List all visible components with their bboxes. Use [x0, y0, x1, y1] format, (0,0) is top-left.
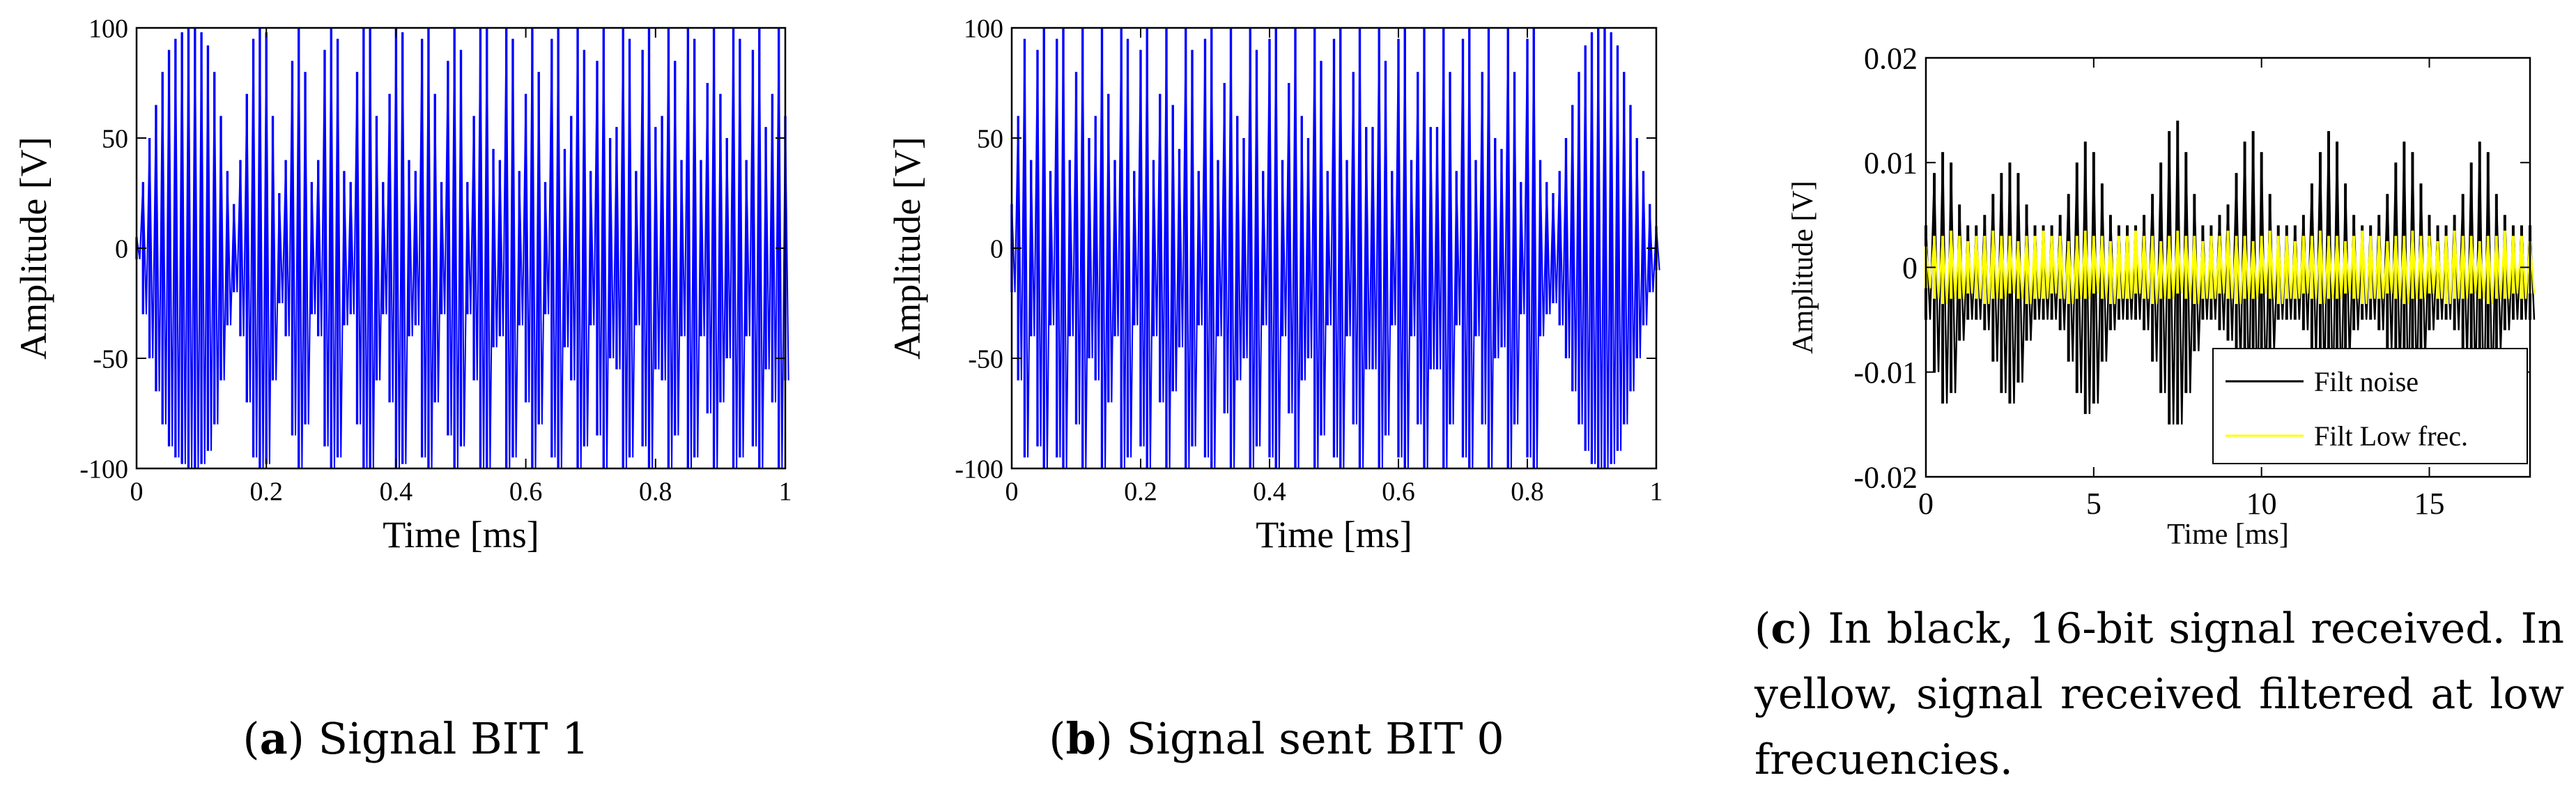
x-tick-label: 0.6 — [509, 478, 543, 507]
x-tick-label: 0 — [1918, 487, 1934, 521]
y-tick-label: 100 — [88, 14, 128, 43]
y-tick-label: 0 — [1902, 251, 1918, 285]
y-tick-label: 0.01 — [1864, 146, 1918, 181]
legend: Filt noise Filt Low frec. — [2212, 348, 2528, 464]
x-axis-label: Time [ms] — [1256, 514, 1412, 556]
x-tick-label: 0 — [1005, 478, 1019, 507]
x-axis-label: Time [ms] — [2167, 519, 2289, 551]
x-tick-label: 0.2 — [1124, 478, 1157, 507]
x-tick-label: 10 — [2246, 487, 2277, 521]
x-tick-label: 0.8 — [1511, 478, 1544, 507]
x-tick-label: 0.8 — [639, 478, 672, 507]
x-tick-label: 1 — [779, 478, 792, 507]
x-tick-label: 15 — [2414, 487, 2445, 521]
y-tick-label: -50 — [968, 344, 1003, 374]
y-tick-label: -50 — [93, 344, 128, 374]
legend-box — [2212, 348, 2528, 464]
y-axis-label: Amplitude [V] — [1787, 181, 1819, 353]
caption-text: ) Signal sent BIT 0 — [1095, 713, 1504, 764]
signal-trace — [1010, 27, 1660, 469]
y-axis-label: Amplitude [V] — [13, 137, 54, 359]
y-tick-label: -0.02 — [1853, 460, 1918, 494]
y-tick-label: 0 — [115, 234, 128, 264]
caption: (c) In black, 16-bit signal received. In… — [1754, 596, 2564, 793]
caption-text: ) In black, 16-bit signal received. In y… — [1754, 604, 2564, 784]
caption-label: c — [1771, 604, 1796, 653]
x-tick-label: 0.4 — [380, 478, 413, 507]
legend-label: Filt Low frec. — [2314, 420, 2468, 452]
y-tick-label: -0.01 — [1853, 356, 1918, 390]
y-tick-label: -100 — [955, 455, 1003, 484]
caption-label: a — [259, 713, 288, 764]
x-tick-label: 0.4 — [1253, 478, 1286, 507]
x-tick-label: 0 — [130, 478, 144, 507]
y-tick-label: 0 — [990, 234, 1003, 264]
x-axis-label: Time [ms] — [383, 514, 539, 556]
caption: (b) Signal sent BIT 0 — [861, 711, 1692, 767]
caption-label: b — [1065, 713, 1096, 764]
caption-text: ( — [1754, 604, 1771, 653]
signal-trace — [1925, 230, 2536, 305]
caption: (a) Signal BIT 1 — [0, 711, 832, 767]
caption-text: ) Signal BIT 1 — [287, 713, 589, 764]
legend-label: Filt noise — [2314, 366, 2419, 397]
chart: 0 5 10 15 -0.02 -0.01 0 0.01 0.02 Time [ms] Amplit… — [1787, 41, 2536, 551]
y-tick-label: 50 — [977, 124, 1003, 153]
x-tick-label: 0.2 — [249, 478, 283, 507]
caption-text: ( — [242, 713, 260, 764]
x-tick-label: 0.6 — [1382, 478, 1415, 507]
caption-text: ( — [1049, 713, 1066, 764]
x-tick-label: 5 — [2086, 487, 2101, 521]
y-tick-label: 100 — [964, 14, 1003, 43]
chart: 0 0.2 0.4 0.6 0.8 1 -100 -50 0 50 100 Time [ms] Ampl… — [13, 14, 792, 556]
chart: 0 0.2 0.4 0.6 0.8 1 -100 -50 0 50 100 Time [ms] Ampl… — [886, 14, 1663, 556]
x-tick-label: 1 — [1650, 478, 1663, 507]
signal-trace — [135, 27, 789, 469]
y-tick-label: -100 — [79, 455, 128, 484]
y-tick-label: 50 — [102, 124, 128, 153]
y-axis-label: Amplitude [V] — [886, 137, 928, 359]
y-tick-label: 0.02 — [1864, 41, 1918, 75]
